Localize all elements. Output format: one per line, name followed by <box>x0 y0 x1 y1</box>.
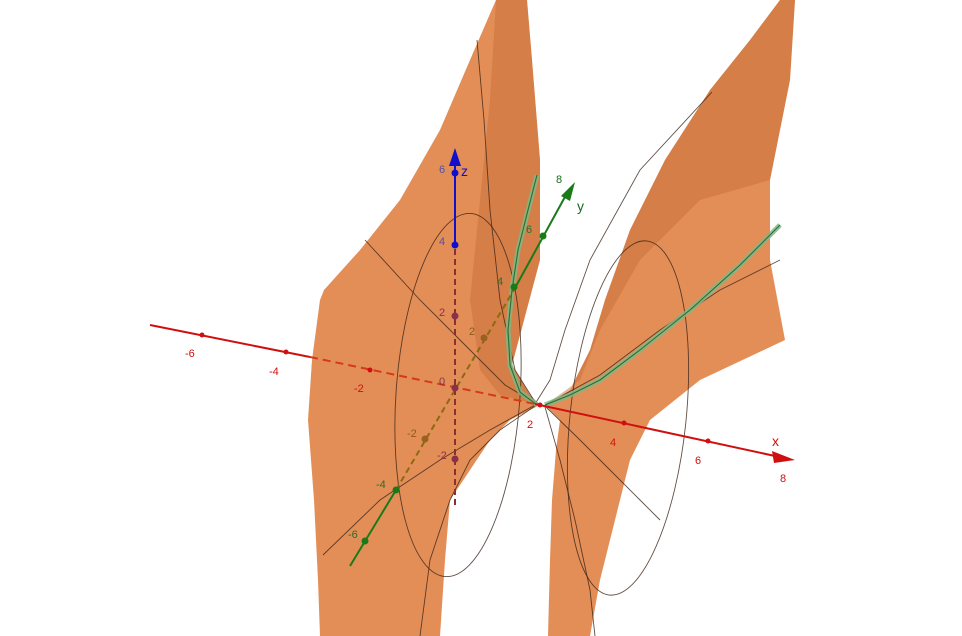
y-tick-mark <box>392 486 400 494</box>
z-tick-label: 2 <box>439 307 445 319</box>
x-axis-label: x <box>772 433 779 449</box>
x-tick-label: 2 <box>527 419 533 431</box>
z-tick-mark <box>451 312 459 320</box>
x-tick-mark <box>283 349 289 355</box>
z-tick-mark <box>451 169 459 177</box>
y-tick-label: 2 <box>469 326 475 338</box>
z-tick-label: 0 <box>439 376 445 388</box>
z-tick-mark <box>451 384 459 392</box>
z-tick-mark <box>451 241 459 249</box>
x-tick-mark <box>537 402 543 408</box>
x-tick-label: -6 <box>185 348 195 360</box>
z-tick-mark <box>451 455 459 463</box>
y-axis-arrowhead <box>561 182 575 201</box>
z-axis-label: z <box>461 163 468 179</box>
y-tick-label: -2 <box>407 428 417 440</box>
y-axis: -6 -4 -2 2 4 6 8 y <box>348 174 584 567</box>
x-tick-mark <box>199 332 205 338</box>
y-tick-label: 6 <box>526 224 532 236</box>
x-axis: -6 -4 -2 2 4 6 8 x <box>149 324 795 485</box>
x-tick-label: -4 <box>269 366 279 378</box>
x-tick-label: 8 <box>780 473 786 485</box>
z-tick-label: 4 <box>439 236 445 248</box>
y-tick-mark <box>480 334 488 342</box>
x-tick-mark <box>705 438 711 444</box>
y-tick-label: 8 <box>556 174 562 186</box>
y-tick-label: -4 <box>376 479 386 491</box>
surface-right-sheet <box>545 0 795 636</box>
x-tick-mark <box>367 367 373 373</box>
x-tick-label: 4 <box>610 437 616 449</box>
y-tick-label: -6 <box>348 529 358 541</box>
surface-left-sheet <box>308 0 540 636</box>
y-tick-label: 4 <box>497 276 503 288</box>
x-axis-arrowhead <box>772 451 795 463</box>
z-axis-arrowhead <box>449 148 461 166</box>
y-tick-mark <box>421 435 429 443</box>
surface-mesh-lines <box>322 39 781 636</box>
intersection-curve <box>505 174 782 408</box>
y-axis-label: y <box>577 198 584 214</box>
z-tick-label: 6 <box>439 164 445 176</box>
y-tick-mark <box>361 537 369 545</box>
y-tick-mark <box>510 283 518 291</box>
x-tick-label: 6 <box>695 455 701 467</box>
x-tick-label: -2 <box>354 383 364 395</box>
z-tick-label: -2 <box>437 450 447 462</box>
z-axis: -2 0 2 4 6 z <box>437 148 468 505</box>
x-tick-mark <box>621 420 627 426</box>
y-tick-mark <box>539 232 547 240</box>
